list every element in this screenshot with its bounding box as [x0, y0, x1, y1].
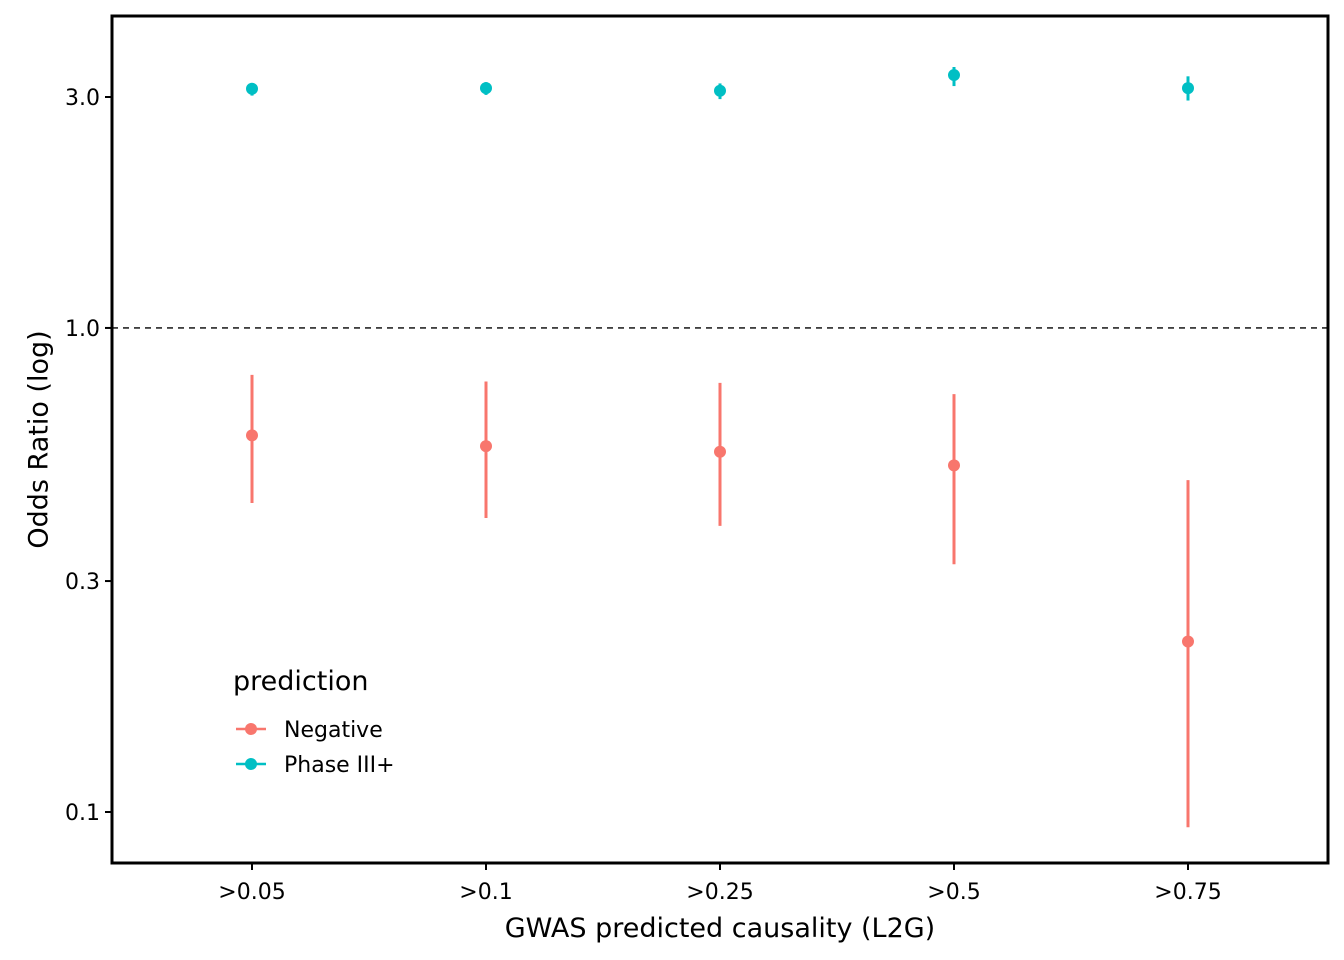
series-phase-iii: [246, 67, 1194, 101]
data-point: [714, 84, 726, 97]
legend-label: Phase III+: [284, 753, 395, 778]
y-tick-label: 0.1: [65, 801, 100, 826]
y-axis: 0.1 0.3 1.0 3.0: [65, 86, 112, 826]
x-tick-label: >0.5: [927, 880, 980, 905]
data-point: [246, 429, 258, 442]
x-tick-label: >0.05: [218, 880, 285, 905]
legend-item: Negative: [236, 718, 383, 743]
y-tick-label: 1.0: [65, 317, 100, 342]
legend: prediction Negative Phase III+: [233, 666, 395, 778]
legend-key-point: [245, 723, 257, 735]
data-point: [1182, 82, 1194, 95]
legend-label: Negative: [284, 718, 383, 743]
x-tick-label: >0.25: [686, 880, 753, 905]
data-point: [714, 445, 726, 458]
y-tick-label: 3.0: [65, 86, 100, 111]
legend-title: prediction: [233, 666, 368, 697]
x-axis: >0.05 >0.1 >0.25 >0.5 >0.75: [218, 863, 1222, 905]
data-point: [246, 82, 258, 95]
x-tick-label: >0.1: [459, 880, 512, 905]
x-tick-label: >0.75: [1154, 880, 1221, 905]
data-point: [948, 69, 960, 82]
legend-item: Phase III+: [236, 753, 395, 778]
data-point: [480, 82, 492, 95]
x-axis-title: GWAS predicted causality (L2G): [505, 913, 935, 944]
data-point: [480, 440, 492, 453]
series-negative: [246, 374, 1194, 828]
legend-key-point: [245, 758, 257, 770]
y-axis-title: Odds Ratio (log): [23, 330, 54, 548]
data-point: [948, 459, 960, 472]
data-marks: [246, 67, 1194, 828]
y-tick-label: 0.3: [65, 570, 100, 595]
data-point: [1182, 635, 1194, 648]
panel-border: [110, 14, 1330, 865]
